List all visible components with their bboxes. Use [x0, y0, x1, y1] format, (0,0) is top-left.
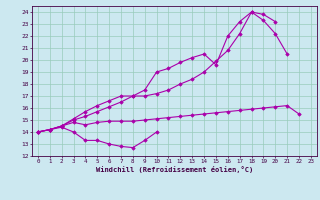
X-axis label: Windchill (Refroidissement éolien,°C): Windchill (Refroidissement éolien,°C): [96, 166, 253, 173]
